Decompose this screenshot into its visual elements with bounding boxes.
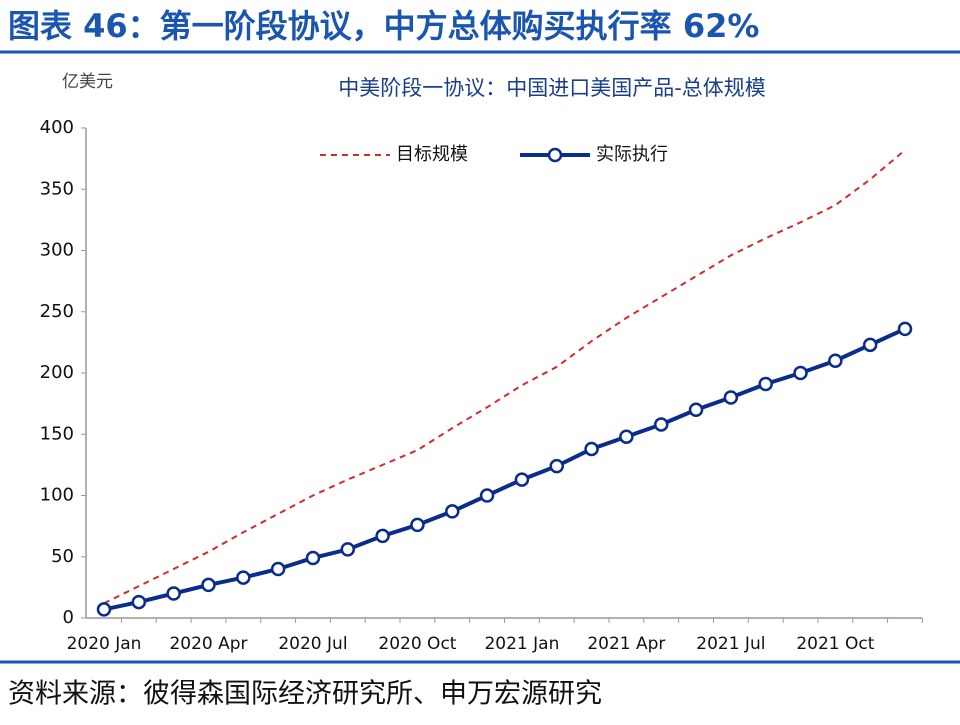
data-point	[793, 365, 808, 381]
data-point	[549, 458, 564, 474]
legend-label: 目标规模	[396, 144, 468, 165]
x-tick-label: 2021 Apr	[587, 634, 665, 654]
y-tick-label: 100	[40, 485, 74, 506]
x-tick-label: 2020 Jul	[278, 634, 347, 654]
data-point	[131, 594, 147, 610]
source-note: 资料来源：彼得森国际经济研究所、申万宏源研究	[8, 679, 602, 710]
x-tick-label: 2020 Apr	[169, 634, 247, 654]
chart-title: 中美阶段一协议：中国进口美国产品-总体规模	[338, 76, 766, 100]
y-tick-label: 250	[40, 301, 74, 322]
y-tick-label: 300	[40, 240, 74, 261]
data-point	[828, 353, 843, 368]
x-tick-label: 2021 Oct	[796, 634, 874, 654]
legend-marker	[547, 147, 563, 163]
data-point	[410, 517, 425, 533]
data-point	[479, 488, 495, 503]
data-point	[166, 586, 181, 601]
y-tick-label: 200	[40, 362, 74, 383]
y-axis-label: 亿美元	[62, 72, 113, 92]
data-point	[758, 376, 773, 392]
data-point	[584, 441, 599, 457]
data-point	[340, 542, 356, 557]
data-point	[201, 577, 216, 593]
y-tick-label: 350	[40, 178, 74, 199]
legend-label: 实际执行	[596, 144, 668, 165]
data-point	[305, 550, 321, 566]
x-tick-label: 2020 Oct	[378, 634, 456, 654]
y-tick-label: 0	[63, 607, 74, 628]
data-point	[270, 561, 286, 577]
x-tick-label: 2020 Jan	[67, 634, 142, 654]
data-point	[375, 528, 390, 544]
data-point	[862, 337, 878, 353]
series-line	[103, 149, 906, 605]
page-title: 图表 46：第一阶段协议，中方总体购买执行率 62%	[8, 7, 759, 45]
data-point	[445, 504, 460, 519]
data-point	[236, 570, 251, 585]
x-tick-label: 2021 Jul	[696, 634, 765, 654]
data-point	[96, 602, 112, 617]
data-point	[653, 417, 669, 432]
series-line	[103, 327, 906, 612]
data-point	[619, 429, 634, 444]
x-tick-label: 2021 Jan	[484, 634, 559, 654]
data-point	[688, 402, 704, 417]
data-point	[723, 390, 739, 405]
data-point	[897, 321, 913, 337]
data-point	[514, 472, 530, 487]
y-tick-label: 150	[40, 423, 74, 444]
y-tick-label: 50	[51, 546, 74, 567]
y-tick-label: 400	[40, 117, 74, 138]
